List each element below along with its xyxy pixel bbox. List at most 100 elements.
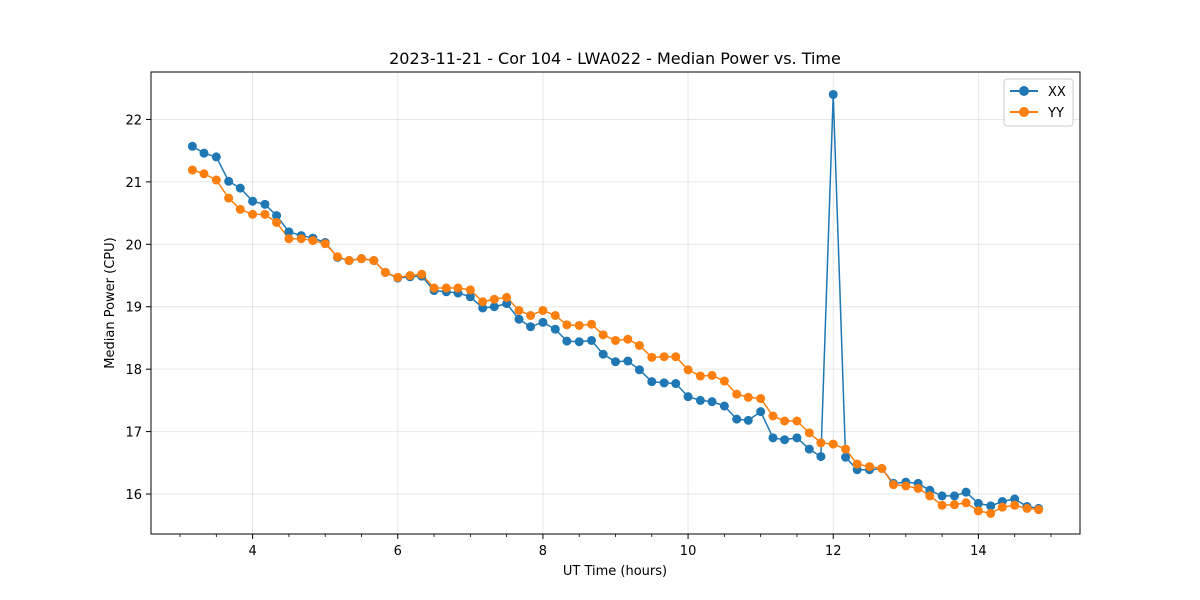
data-point-xx [284, 227, 294, 237]
data-point-xx [514, 314, 524, 324]
data-point-xx [707, 397, 717, 407]
data-point-yy [429, 283, 439, 293]
data-point-yy [732, 389, 742, 399]
data-point-xx [611, 357, 620, 367]
data-point-xx [986, 501, 996, 511]
data-point-xx [235, 183, 245, 193]
data-point-yy [647, 352, 657, 362]
data-point-yy [489, 294, 499, 304]
legend-label-yy: YY [1047, 106, 1064, 121]
y-tick-label: 19 [125, 301, 142, 316]
data-point-xx [768, 433, 778, 443]
data-point-xx [937, 491, 947, 501]
y-axis: 16 17 18 19 20 21 22 [125, 113, 151, 503]
data-point-yy [441, 283, 451, 293]
data-point-yy [973, 506, 983, 516]
y-tick-label: 22 [125, 113, 142, 128]
data-point-xx [211, 152, 221, 162]
data-point-yy [587, 319, 597, 329]
data-point-yy [888, 480, 898, 490]
data-point-yy [502, 292, 512, 302]
data-point-yy [1034, 505, 1044, 515]
x-axis-label: UT Time (hours) [563, 564, 667, 579]
data-point-yy [792, 416, 802, 426]
legend-entry-yy: YY [1010, 106, 1064, 121]
data-point-yy [296, 234, 306, 244]
data-point-yy [804, 428, 814, 438]
data-point-xx [780, 435, 790, 445]
data-point-xx [695, 395, 705, 405]
data-point-xx [647, 377, 657, 387]
data-point-xx [671, 379, 681, 389]
data-point-yy [405, 271, 415, 281]
x-tick-label: 4 [248, 544, 256, 559]
data-point-yy [937, 500, 947, 510]
x-axis: 4 6 8 10 12 14 [179, 534, 1052, 559]
data-point-xx [659, 378, 669, 388]
data-point-yy [707, 370, 717, 380]
x-tick-label: 14 [970, 544, 987, 559]
data-point-xx [804, 444, 814, 454]
data-point-yy [695, 371, 705, 381]
legend-marker-xx [1019, 86, 1029, 96]
data-point-yy [320, 239, 330, 249]
data-point-yy [308, 236, 318, 246]
x-tick-label: 6 [394, 544, 402, 559]
data-point-yy [949, 500, 959, 510]
data-point-yy [574, 320, 584, 330]
data-point-xx [961, 487, 971, 497]
legend-label-xx: XX [1048, 85, 1066, 100]
data-point-yy [538, 305, 548, 315]
data-point-yy [550, 310, 560, 320]
y-tick-label: 18 [125, 363, 142, 378]
x-tick-label: 12 [825, 544, 842, 559]
data-point-xx [489, 302, 499, 312]
data-point-yy [756, 394, 766, 404]
data-point-xx [574, 337, 584, 347]
data-point-xx [792, 433, 802, 443]
data-point-xx [502, 299, 512, 309]
data-point-yy [514, 305, 524, 315]
chart-title: 2023-11-21 - Cor 104 - LWA022 - Median P… [389, 49, 841, 68]
data-point-yy [211, 175, 221, 185]
data-point-yy [478, 297, 488, 307]
data-point-yy [562, 320, 572, 330]
y-tick-label: 16 [125, 488, 142, 503]
data-point-xx [187, 141, 197, 151]
data-point-yy [356, 254, 366, 264]
data-point-xx [478, 303, 488, 313]
data-point-yy [780, 416, 790, 426]
data-point-xx [526, 322, 536, 332]
data-point-yy [417, 269, 427, 279]
data-point-yy [1010, 500, 1020, 510]
data-point-xx [973, 498, 983, 508]
data-point-xx [816, 452, 826, 462]
data-point-xx [248, 196, 258, 206]
x-tick-label: 8 [539, 544, 547, 559]
data-point-xx [272, 211, 282, 221]
data-point-xx [550, 324, 560, 334]
data-point-yy [683, 365, 693, 375]
data-point-xx [538, 317, 548, 327]
data-point-xx [1010, 494, 1020, 504]
grid [151, 72, 1080, 534]
data-point-yy [1022, 503, 1032, 513]
data-point-yy [224, 193, 234, 203]
data-point-xx [949, 491, 959, 501]
data-point-yy [997, 502, 1007, 512]
data-point-xx [199, 148, 209, 158]
y-axis-label: Median Power (CPU) [103, 237, 118, 368]
legend: XX YY [1003, 78, 1074, 127]
data-point-yy [611, 335, 620, 345]
data-point-yy [828, 439, 838, 449]
data-point-yy [877, 463, 887, 473]
data-points [187, 89, 1044, 518]
y-tick-label: 17 [125, 426, 142, 441]
data-point-yy [901, 481, 911, 491]
data-point-xx [841, 452, 851, 462]
data-point-yy [719, 376, 729, 386]
data-point-yy [925, 491, 935, 501]
data-point-xx [260, 199, 270, 209]
x-tick-label: 10 [680, 544, 697, 559]
data-point-yy [841, 444, 851, 454]
